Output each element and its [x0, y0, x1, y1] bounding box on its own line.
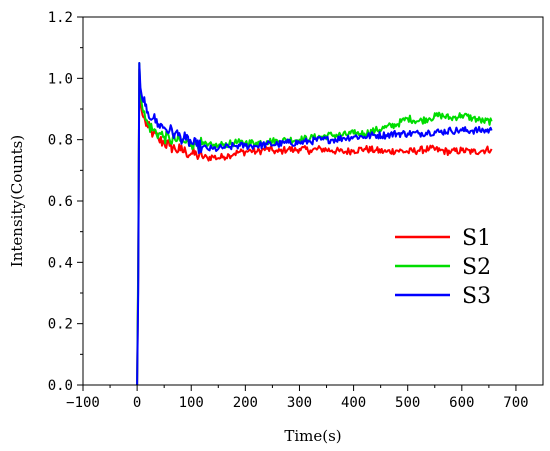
- x-tick-label: 100: [179, 395, 204, 411]
- tick-layer: −100 0 100 200 300 400 500 600 700 0.0 0.2 0.4 0.6 0.…: [48, 10, 529, 411]
- x-tick-label: 400: [341, 395, 366, 411]
- x-tick-label: 300: [287, 395, 312, 411]
- series-layer: [136, 62, 493, 386]
- y-tick-label: 0.6: [48, 194, 73, 210]
- x-tick-label: 700: [503, 395, 528, 411]
- y-tick-label: 1.0: [48, 71, 73, 87]
- x-tick-label: −100: [66, 395, 100, 411]
- legend-label-s2: S2: [462, 255, 491, 280]
- y-tick-label: 0.2: [48, 317, 73, 333]
- legend: S1 S2 S3: [395, 226, 491, 309]
- y-tick-label: 0.4: [48, 255, 73, 271]
- series-line-s3: [136, 62, 493, 386]
- x-tick-label: 0: [133, 395, 141, 411]
- y-tick-label: 0.0: [48, 378, 73, 394]
- series-line-s1: [136, 68, 493, 386]
- y-axis-title: Intensity(Counts): [8, 135, 26, 267]
- x-tick-label: 200: [233, 395, 258, 411]
- legend-label-s1: S1: [462, 226, 491, 251]
- y-tick-label: 1.2: [48, 10, 73, 26]
- x-axis-title: Time(s): [284, 427, 341, 445]
- legend-label-s3: S3: [462, 284, 491, 309]
- x-tick-label: 500: [395, 395, 420, 411]
- y-tick-label: 0.8: [48, 133, 73, 149]
- x-tick-label: 600: [449, 395, 474, 411]
